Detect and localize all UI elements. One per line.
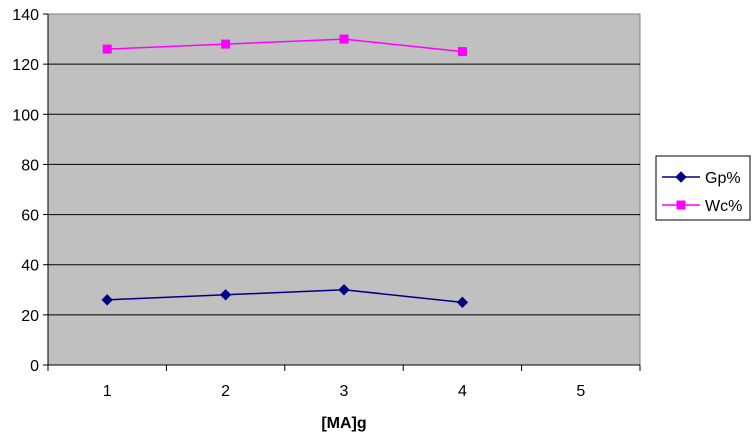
legend-label: Wc% [705, 198, 742, 215]
data-point-diamond [675, 171, 687, 183]
data-point-diamond [219, 289, 232, 301]
data-point-square [457, 47, 467, 57]
x-tick-label: 5 [576, 383, 585, 400]
legend-label: Gp% [705, 170, 741, 187]
data-point-square [339, 34, 349, 44]
x-tick-label: 4 [458, 383, 467, 400]
x-axis-ticks: 1 2 3 4 5 [47, 365, 641, 400]
series-line [107, 38, 463, 53]
y-tick-label: 100 [12, 107, 39, 124]
series-line [107, 289, 463, 304]
y-tick-label: 40 [21, 258, 39, 275]
legend: Gp% Wc% [655, 155, 751, 221]
series-layer [101, 34, 469, 309]
data-point-square [676, 200, 686, 210]
series-1 [102, 34, 467, 57]
series-0 [101, 284, 469, 309]
x-axis-title: [MA]g [321, 415, 366, 432]
plot-area [47, 13, 641, 366]
y-tick-label: 120 [12, 57, 39, 74]
data-point-diamond [101, 294, 113, 306]
y-tick-label: 20 [21, 308, 39, 325]
data-point-diamond [338, 284, 350, 296]
legend-entry-0: Gp% [662, 170, 741, 187]
grid-lines [48, 63, 640, 316]
y-tick-label: 140 [12, 7, 39, 24]
data-point-square [102, 44, 112, 54]
legend-entry-1: Wc% [662, 198, 742, 215]
x-tick-label: 1 [103, 383, 112, 400]
y-axis-ticks: 0 20 40 60 80 100 120 140 [12, 7, 48, 375]
legend-box [655, 155, 751, 221]
data-point-square [221, 39, 231, 49]
y-tick-label: 0 [30, 358, 39, 375]
data-point-diamond [456, 296, 469, 309]
axes [47, 14, 640, 366]
x-tick-label: 2 [221, 383, 230, 400]
y-tick-label: 60 [21, 208, 39, 225]
x-tick-label: 3 [340, 383, 349, 400]
y-tick-label: 80 [21, 157, 39, 174]
